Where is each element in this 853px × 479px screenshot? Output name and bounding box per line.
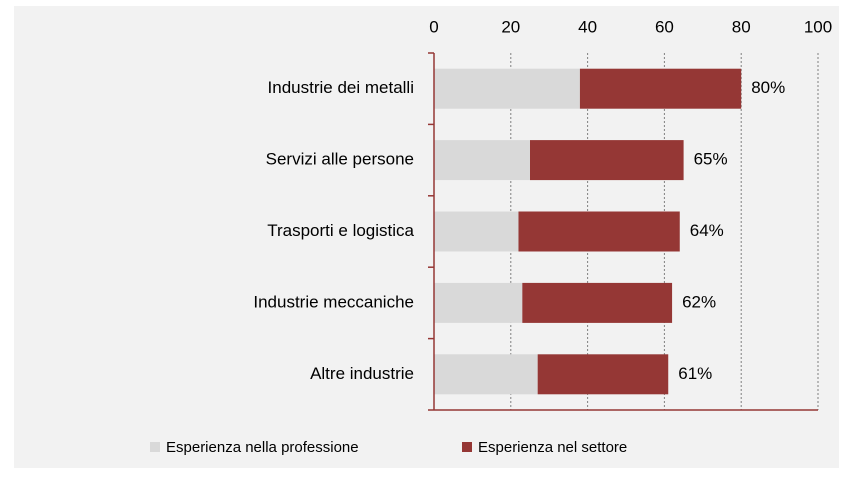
total-label: 65%	[694, 150, 728, 169]
bar-segment	[434, 282, 523, 323]
x-tick-label: 0	[429, 17, 438, 36]
legend-label: Esperienza nel settore	[478, 439, 627, 456]
legend-label: Esperienza nella professione	[166, 439, 359, 456]
bar-segment	[518, 211, 680, 252]
legend-swatch	[150, 442, 160, 452]
total-label: 80%	[751, 78, 785, 97]
bar-segment	[434, 354, 538, 395]
bar-segment	[434, 140, 530, 181]
total-label: 62%	[682, 292, 716, 311]
bar-segment	[537, 354, 669, 395]
y-tick-label: Servizi alle persone	[266, 150, 414, 169]
x-tick-label: 60	[655, 17, 674, 36]
bar-segment	[522, 282, 673, 323]
y-tick-label: Altre industrie	[310, 364, 414, 383]
total-label: 64%	[690, 221, 724, 240]
y-tick-label: Industrie meccaniche	[253, 292, 414, 311]
bar-segment	[434, 68, 580, 109]
legend-swatch	[462, 442, 472, 452]
bar-segment	[579, 68, 742, 109]
x-tick-label: 80	[732, 17, 751, 36]
y-tick-label: Trasporti e logistica	[267, 221, 414, 240]
total-label: 61%	[678, 364, 712, 383]
bar-segment	[434, 211, 519, 252]
x-tick-label: 40	[578, 17, 597, 36]
x-tick-label: 20	[501, 17, 520, 36]
y-tick-label: Industrie dei metalli	[268, 78, 414, 97]
bar-segment	[530, 140, 684, 181]
x-tick-label: 100	[804, 17, 832, 36]
